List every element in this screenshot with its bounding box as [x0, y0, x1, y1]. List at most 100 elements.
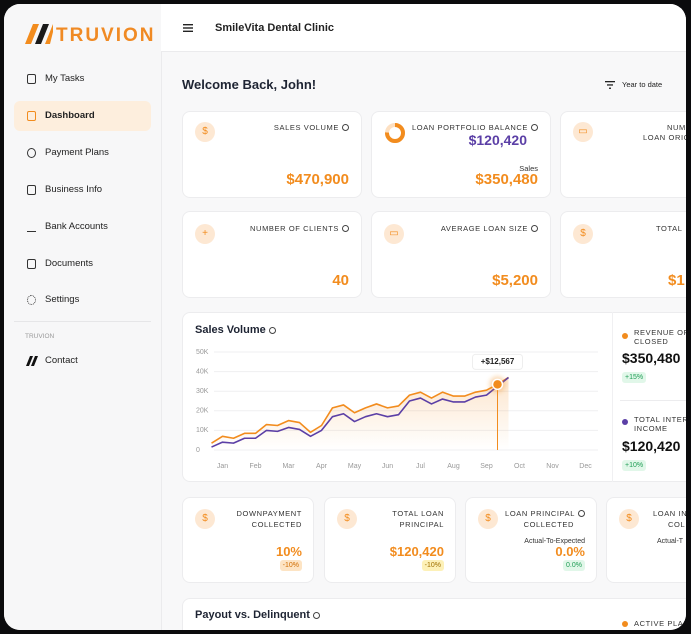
kpi-value: 10% — [275, 544, 302, 559]
y-tick-label: 0 — [196, 447, 200, 454]
nav-label[interactable]: My Tasks — [45, 73, 85, 84]
kpi-label: AVERAGE LOAN SIZE — [441, 223, 538, 235]
donut-icon — [385, 123, 405, 143]
nav-label[interactable]: Documents — [45, 258, 94, 269]
nav-item[interactable]: Business Info — [14, 175, 151, 205]
kpi-label: LOAN ORIG — [643, 133, 691, 142]
tooltip-box — [472, 353, 523, 370]
kpi-label: PRINCIPAL — [399, 520, 444, 529]
kpi-label: LOAN PORTFOLIO BALANCE — [412, 122, 538, 134]
chart-card — [182, 598, 686, 630]
x-tick-label: Jan — [217, 463, 228, 470]
legend-dot — [622, 621, 628, 627]
top-bar — [161, 4, 686, 52]
x-tick-label: Oct — [514, 463, 525, 470]
kpi-value: $120,420 — [468, 132, 527, 148]
filter-icon[interactable] — [605, 81, 615, 89]
legend-label: ACTIVE PLAN — [634, 619, 690, 628]
divider — [14, 321, 151, 322]
y-tick-label: 40K — [196, 368, 209, 375]
kpi-value: 40 — [332, 272, 349, 289]
panel-value: $120,420 — [622, 438, 681, 454]
label-text: NUMBER OF CLIENTS — [250, 224, 339, 233]
kpi-sub: Actual-To-Expected — [524, 538, 585, 545]
panel-label: TOTAL INTER — [634, 415, 689, 424]
kpi-label: COL — [668, 520, 686, 529]
panel-change: +10% — [622, 460, 647, 471]
title-text: Sales Volume — [195, 324, 266, 336]
kpi-sub-label: Sales — [519, 164, 538, 173]
x-tick-label: Aug — [447, 463, 460, 470]
dollar-icon: $ — [573, 224, 593, 244]
title-text: Payout vs. Delinquent — [195, 609, 310, 621]
dollar-icon: $ — [337, 509, 357, 529]
kpi-value: $1 — [668, 272, 685, 289]
nav-item[interactable]: Contact — [14, 346, 151, 376]
label-text: LOAN PRINCIPAL — [505, 509, 575, 518]
divider — [620, 400, 686, 401]
dollar-icon: $ — [195, 122, 215, 142]
nav-label[interactable]: Business Info — [45, 184, 103, 195]
x-tick-label: Dec — [579, 463, 592, 470]
kpi-label: NUMBER OF CLIENTS — [250, 223, 349, 235]
panel-divider — [612, 312, 613, 482]
kpi-card — [606, 497, 686, 583]
tooltip-text: +$12,567 — [481, 357, 515, 366]
kpi-label: LOAN PRINCIPAL — [505, 508, 585, 520]
legend-dot — [622, 333, 628, 339]
hover-marker — [491, 378, 504, 391]
contact-icon — [26, 356, 38, 366]
kpi-sub: Actual-T — [657, 538, 684, 545]
date-filter[interactable]: Year to date — [622, 80, 663, 89]
x-tick-label: Feb — [249, 463, 261, 470]
x-tick-label: Apr — [316, 463, 328, 470]
sidebar: TRUVION My Tasks Dashboard Payment Plans… — [4, 4, 162, 630]
label-text: LOAN PORTFOLIO BALANCE — [411, 123, 528, 132]
nav-item[interactable]: My Tasks — [14, 64, 151, 94]
cash-icon: ▭ — [384, 224, 404, 244]
panel-label: INCOME — [634, 424, 668, 433]
nav-item[interactable]: Settings — [14, 285, 151, 315]
kpi-value: $120,420 — [389, 544, 444, 559]
panel-label: CLOSED — [634, 337, 669, 346]
kpi-card — [182, 211, 362, 298]
dollar-icon: $ — [195, 509, 215, 529]
x-tick-label: Mar — [282, 463, 295, 470]
series-line — [211, 376, 510, 448]
nav-item-active[interactable]: Dashboard — [14, 101, 151, 131]
nav-item[interactable]: Documents — [14, 249, 151, 279]
series-line — [211, 376, 509, 444]
dollar-icon: $ — [619, 509, 639, 529]
kpi-change: -10% — [279, 560, 302, 571]
kpi-card — [371, 211, 551, 298]
cash-icon: ▭ — [573, 122, 593, 142]
logo-icon — [25, 24, 53, 44]
nav-label[interactable]: Bank Accounts — [45, 221, 108, 232]
x-tick-label: Jun — [382, 463, 393, 470]
nav-item[interactable]: Bank Accounts — [14, 212, 151, 242]
nav-item[interactable]: Payment Plans — [14, 138, 151, 168]
nav-label[interactable]: Payment Plans — [45, 147, 109, 158]
nav-label[interactable]: Settings — [45, 294, 80, 305]
kpi-sub-value: $350,480 — [475, 171, 538, 188]
label-text: SALES VOLUME — [273, 123, 339, 132]
menu-button[interactable] — [183, 24, 193, 32]
clinic-name: SmileVita Dental Clinic — [215, 22, 335, 34]
panel-value: $350,480 — [622, 350, 681, 366]
kpi-value: $470,900 — [286, 171, 349, 188]
kpi-label: DOWNPAYMENT — [236, 509, 302, 518]
x-tick-label: Sep — [480, 463, 493, 470]
label-text: AVERAGE LOAN SIZE — [440, 224, 528, 233]
y-tick-label: 10K — [196, 427, 209, 434]
legend-dot — [622, 419, 628, 425]
kpi-value: $5,200 — [492, 272, 538, 289]
x-tick-label: Nov — [546, 463, 559, 470]
nav-label[interactable]: Contact — [45, 355, 78, 366]
chart-title: Payout vs. Delinquent — [195, 609, 320, 621]
panel-change: +15% — [622, 372, 647, 383]
x-tick-label: May — [348, 463, 362, 470]
nav-label[interactable]: Dashboard — [45, 110, 95, 121]
x-tick-label: Jul — [416, 463, 425, 470]
kpi-change: 0.0% — [563, 560, 585, 571]
